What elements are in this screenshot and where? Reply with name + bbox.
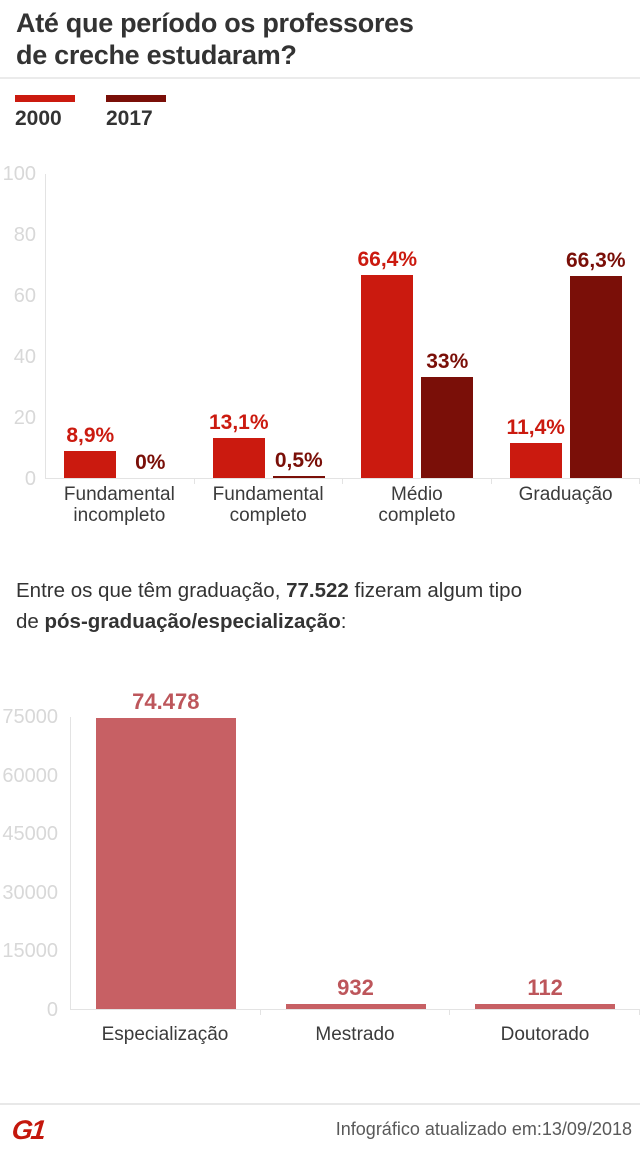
note-segment: de	[16, 610, 45, 633]
note-segment: fizeram algum tipo	[348, 579, 522, 602]
bar: 33%	[421, 350, 474, 478]
bar-group: 74.478	[71, 689, 261, 1009]
bar: 13,1%	[209, 411, 269, 478]
x-axis-tick	[490, 478, 492, 484]
y-axis-tick-label: 60	[13, 285, 36, 307]
note-bold-count: 77.522	[286, 579, 349, 602]
bar-value-label: 112	[527, 975, 563, 1000]
x-axis-tick	[193, 478, 195, 484]
x-axis-tick	[342, 478, 343, 484]
y-axis-tick-label: 40	[13, 346, 36, 368]
header-divider	[0, 77, 640, 79]
category-label-line: Mestrado	[315, 1024, 395, 1045]
bar-value-label: 33%	[426, 350, 469, 373]
bar: 112	[475, 975, 616, 1009]
category-label-line: incompleto	[73, 505, 166, 526]
bar-group: 66,4% 33%	[343, 174, 492, 478]
legend-item-2000: 2000	[15, 95, 75, 131]
bar: 66,4%	[357, 248, 417, 478]
bar-group: 13,1% 0,5%	[195, 174, 344, 478]
bar: 66,3%	[566, 249, 626, 478]
category-label: Mestrado	[260, 1024, 450, 1045]
page-title-line-2: de creche estudaram?	[16, 40, 297, 70]
category-label-line: completo	[229, 505, 307, 526]
category-label: Médio completo	[343, 484, 492, 526]
y-axis-tick-label: 60000	[2, 764, 58, 787]
category-label-line: Fundamental	[212, 484, 324, 505]
y-axis-tick-label: 80	[13, 224, 36, 246]
category-label-line: completo	[378, 505, 456, 526]
legend: 2000 2017	[0, 79, 640, 131]
category-label: Graduação	[491, 484, 640, 526]
note-text: Entre os que têm graduação, 77.522 fizer…	[0, 575, 640, 637]
page-title-line-1: Até que período os professores	[16, 8, 414, 38]
category-axis: Especialização Mestrado Doutorado	[70, 1024, 640, 1045]
note-bold-term: pós-graduação/especialização	[44, 610, 341, 633]
note-segment: Entre os que têm graduação,	[16, 579, 287, 602]
bar-group: 8,9% 0%	[46, 174, 195, 478]
bar-value-label: 74.478	[132, 689, 200, 714]
y-axis-tick-label: 45000	[2, 823, 58, 846]
bar-value-label: 8,9%	[66, 424, 115, 447]
g1-logo: G1	[10, 1115, 46, 1145]
category-label-line: Graduação	[518, 484, 613, 505]
y-axis-tick-label: 100	[2, 163, 36, 185]
bar: 932	[285, 975, 426, 1009]
category-label-line: Médio	[391, 484, 443, 505]
y-axis-tick-label: 0	[24, 468, 36, 490]
plot-area: 74.478 932 112	[70, 689, 640, 1015]
legend-label: 2017	[106, 107, 153, 130]
y-axis-tick-label: 75000	[2, 706, 58, 728]
bar-value-label: 66,4%	[357, 248, 418, 271]
chart-postgrad: 74.478 932 112 Especialização Mestrado Douto…	[0, 673, 640, 1050]
y-axis-tick-label: 30000	[2, 881, 58, 904]
note-segment: :	[340, 610, 347, 633]
y-axis-tick-label: 15000	[2, 940, 58, 963]
category-label: Especialização	[70, 1024, 260, 1045]
bar-group: 11,4% 66,3%	[492, 174, 640, 478]
category-label-line: Doutorado	[500, 1024, 590, 1045]
bar-group: 932	[261, 717, 451, 1009]
legend-label: 2000	[15, 107, 62, 130]
bar-value-label: 11,4%	[506, 416, 565, 439]
x-axis-tick	[259, 1009, 261, 1015]
updated-timestamp: Infográfico atualizado em:13/09/2018	[335, 1119, 632, 1139]
bar-value-label: 66,3%	[565, 249, 626, 272]
category-label-line: Especialização	[101, 1024, 229, 1045]
bar: 74.478	[95, 689, 236, 1009]
bar: 8,9%	[64, 424, 117, 478]
category-label: Fundamental completo	[194, 484, 343, 526]
bar: 0,5%	[272, 449, 325, 478]
bar-group: 112	[450, 717, 640, 1009]
category-axis: Fundamental incompleto Fundamental completo…	[45, 484, 640, 526]
bar: 11,4%	[507, 416, 565, 478]
footer: G1 Infográfico atualizado em:13/09/2018	[0, 1103, 640, 1175]
bar-value-label: 13,1%	[208, 411, 269, 434]
x-axis-tick	[449, 1009, 451, 1015]
legend-swatch	[106, 95, 166, 102]
bar-value-label: 932	[337, 975, 374, 1000]
legend-item-2017: 2017	[106, 95, 166, 131]
bar-value-label: 0,5%	[274, 449, 323, 472]
plot-area: 8,9% 0% 13,1% 0,5% 66,4% 33% 11,4% 66,3%	[45, 174, 640, 484]
y-axis-tick-label: 20	[13, 407, 36, 429]
chart-education-level: 8,9% 0% 13,1% 0,5% 66,4% 33% 11,4% 66,3% Fundam…	[0, 163, 640, 528]
bar-value-label: 0%	[135, 451, 166, 474]
header: Até que período os professores de creche…	[0, 0, 640, 71]
category-label: Fundamental incompleto	[45, 484, 194, 526]
y-axis-tick-label: 0	[46, 999, 58, 1021]
category-label-line: Fundamental	[63, 484, 175, 505]
legend-swatch	[15, 95, 75, 102]
category-label: Doutorado	[450, 1024, 640, 1045]
